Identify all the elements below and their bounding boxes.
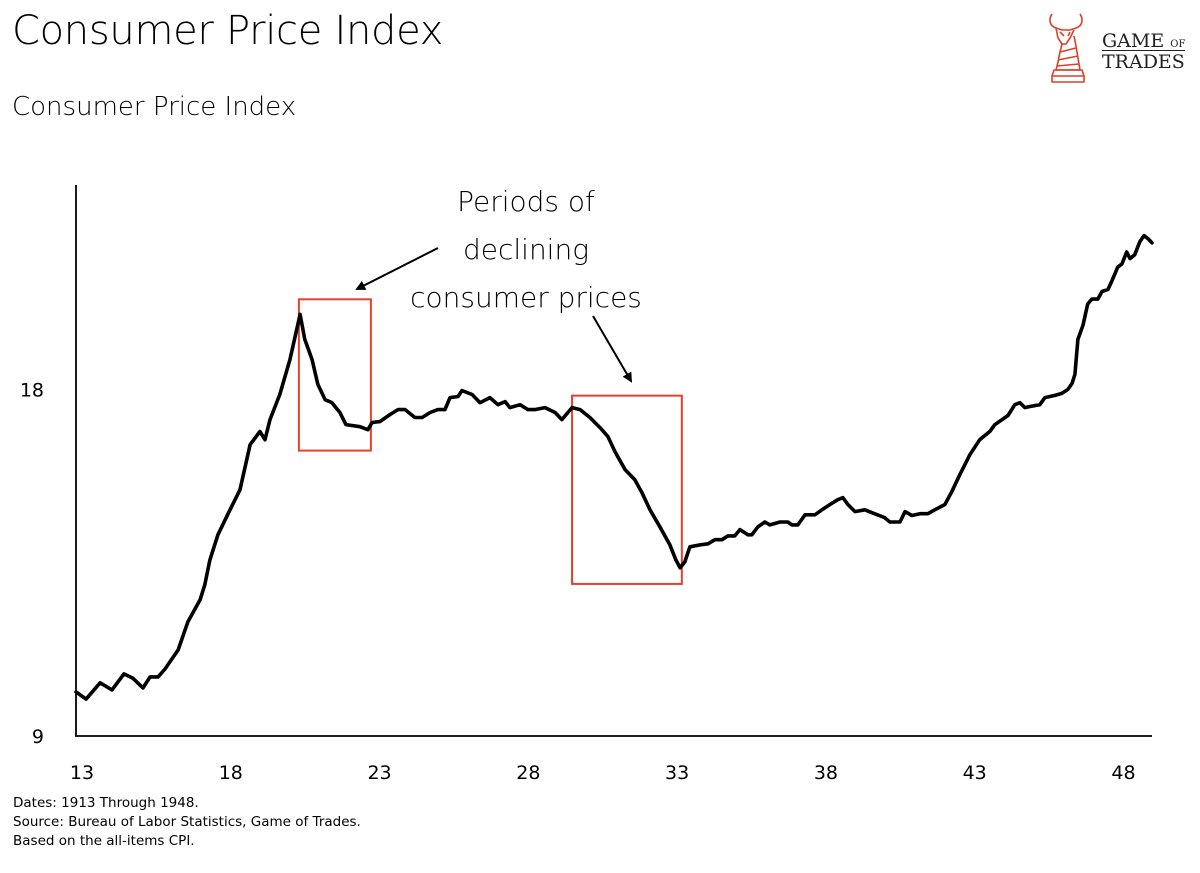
x-tick-label: 38 [814, 762, 838, 784]
y-tick-label: 18 [20, 380, 44, 402]
cpi-series-line [74, 233, 1154, 701]
logo-text-trades: TRADES [1102, 50, 1185, 73]
annotation-line-3: consumer prices [410, 281, 642, 314]
x-tick-label: 18 [219, 762, 243, 784]
y-tick-labels: 9 18 [20, 380, 44, 748]
y-tick-label: 9 [32, 726, 44, 748]
footnote-basis: Based on the all-items CPI. [13, 833, 195, 849]
chart-title: Consumer Price Index [12, 92, 297, 122]
bull-chess-knight-icon [1049, 13, 1085, 83]
x-tick-label: 13 [70, 762, 94, 784]
annotation-line-1: Periods of [457, 185, 595, 218]
x-tick-label: 28 [516, 762, 540, 784]
annotation-line-2: declining [463, 233, 589, 266]
annotation: Periods of declining consumer prices [355, 185, 642, 383]
x-tick-label: 43 [963, 762, 987, 784]
x-tick-labels: 13 18 23 28 33 38 43 48 [70, 762, 1136, 784]
highlight-boxes [297, 298, 683, 585]
logo-text-game: GAME OF [1102, 30, 1186, 52]
page-title: Consumer Price Index [12, 8, 444, 54]
annotation-arrow-2 [592, 315, 633, 383]
x-tick-label: 33 [665, 762, 689, 784]
footnote-source: Source: Bureau of Labor Statistics, Game… [13, 814, 361, 830]
footnote-dates: Dates: 1913 Through 1948. [13, 795, 199, 811]
footnotes: Dates: 1913 Through 1948. Source: Bureau… [13, 794, 361, 851]
annotation-arrow-1 [355, 247, 439, 290]
x-tick-label: 48 [1111, 762, 1135, 784]
highlight-box-deflation-1929-1933 [571, 394, 683, 585]
highlight-box-deflation-1920-1922 [297, 298, 372, 452]
x-tick-label: 23 [367, 762, 391, 784]
game-of-trades-logo: GAME OF TRADES [1040, 8, 1190, 88]
